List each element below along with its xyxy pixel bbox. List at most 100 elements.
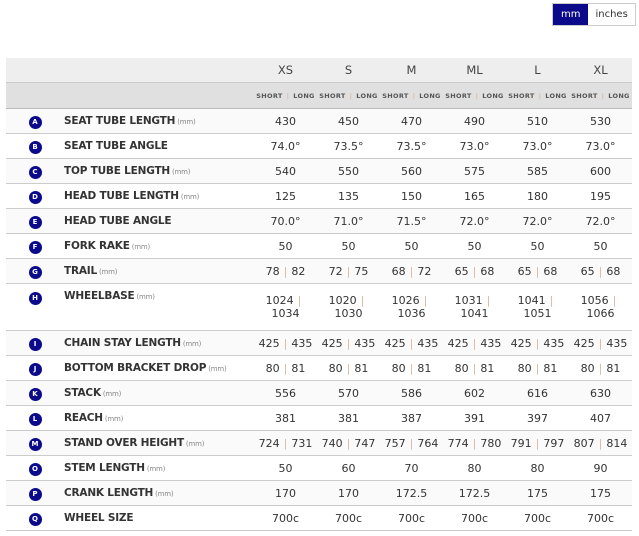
- size-header: S: [317, 58, 380, 83]
- long-value: 797: [543, 436, 565, 450]
- value-cell: 425 | 435: [254, 331, 317, 356]
- long-label: LONG: [608, 91, 630, 100]
- long-value: 435: [354, 336, 376, 350]
- row-unit: (mm): [177, 118, 196, 126]
- short-value: 78: [265, 264, 280, 278]
- long-label: LONG: [482, 91, 504, 100]
- separator: |: [286, 91, 290, 100]
- unit-toggle[interactable]: mm inches: [552, 3, 636, 26]
- short-value: 724: [258, 436, 280, 450]
- long-value: 81: [543, 361, 558, 375]
- value: 397: [527, 411, 548, 425]
- short-value: 1041: [517, 294, 546, 307]
- value: 71.0°: [333, 214, 364, 228]
- value: 560: [401, 164, 422, 178]
- short-long-header: SHORT | LONG: [506, 82, 569, 109]
- row-unit: (mm): [182, 340, 202, 348]
- separator: |: [409, 264, 414, 278]
- long-value: 1036: [397, 307, 426, 320]
- value: 180: [527, 189, 548, 203]
- value: 71.5°: [396, 214, 427, 228]
- row-label-text: BOTTOM BRACKET DROP: [64, 362, 207, 374]
- value-cell: 80 | 81: [380, 356, 443, 381]
- row-label: WHEELBASE (mm): [64, 284, 254, 331]
- row-letter-badge: A: [28, 115, 42, 129]
- value-cell: 172.5: [443, 481, 506, 506]
- empty-header: [6, 58, 64, 83]
- separator: |: [535, 436, 540, 450]
- row-unit: (mm): [146, 465, 166, 473]
- table-row: K STACK (mm) 556 570 586 602 616 630: [6, 380, 632, 406]
- value: 700c: [523, 511, 552, 525]
- value-cell: 1031 | 1041: [443, 284, 506, 331]
- row-label-text: SEAT TUBE ANGLE: [64, 140, 168, 152]
- long-value: 435: [606, 336, 628, 350]
- geometry-table: XS S M ML L XL SHORT | LONG SHORT | LONG SHORT | LONG…: [6, 58, 632, 531]
- unit-inches-button[interactable]: inches: [595, 9, 628, 20]
- separator: |: [535, 336, 540, 350]
- row-label-text: WHEEL SIZE: [64, 512, 134, 524]
- row-label-text: WHEELBASE: [64, 290, 135, 302]
- table-row: Q WHEEL SIZE 700c 700c 700c 700c 700c 700c: [6, 506, 632, 531]
- row-letter-badge: D: [28, 190, 42, 204]
- short-value: 807: [573, 436, 595, 450]
- value: 80: [530, 461, 545, 475]
- separator: |: [549, 294, 554, 307]
- value-cell: 540: [254, 159, 317, 184]
- unit-mm-button[interactable]: mm: [553, 4, 589, 25]
- table-row: F FORK RAKE (mm) 50 50 50 50 50 50: [6, 234, 632, 259]
- value-cell: 50: [254, 234, 317, 259]
- value-cell: 1056 | 1066: [569, 284, 632, 331]
- value-cell: 425 | 435: [443, 331, 506, 356]
- value-cell: 65 | 68: [569, 259, 632, 284]
- short-label: SHORT: [382, 91, 409, 100]
- value-cell: 740 | 747: [317, 431, 380, 456]
- separator: |: [283, 336, 288, 350]
- value: 540: [275, 164, 296, 178]
- value-cell: 700c: [317, 506, 380, 531]
- long-value: 1030: [334, 307, 363, 320]
- value-cell: 724 | 731: [254, 431, 317, 456]
- value-cell: 80 | 81: [443, 356, 506, 381]
- value: 74.0°: [270, 139, 301, 153]
- separator: |: [409, 436, 414, 450]
- value-cell: 150: [380, 184, 443, 209]
- row-letter-badge: P: [28, 487, 42, 501]
- short-long-header: SHORT | LONG: [443, 82, 506, 109]
- value-cell: 50: [254, 456, 317, 481]
- short-value: 80: [391, 361, 406, 375]
- value: 550: [338, 164, 359, 178]
- separator: |: [283, 361, 288, 375]
- row-label-text: CHAIN STAY LENGTH: [64, 337, 181, 349]
- value: 73.5°: [333, 139, 364, 153]
- value: 72.0°: [585, 214, 616, 228]
- value: 616: [527, 386, 548, 400]
- row-label-text: TRAIL: [64, 265, 97, 277]
- value-cell: 175: [569, 481, 632, 506]
- row-unit: (mm): [98, 268, 118, 276]
- value-cell: 556: [254, 381, 317, 406]
- separator: |: [297, 294, 302, 307]
- value: 381: [275, 411, 296, 425]
- value: 70: [404, 461, 419, 475]
- separator: |: [486, 294, 491, 307]
- value-cell: 570: [317, 381, 380, 406]
- badge-cell: I: [6, 331, 64, 356]
- table-row: A SEAT TUBE LENGTH (mm) 430 450 470 490 510 530: [6, 108, 632, 134]
- row-label: SEAT TUBE ANGLE: [64, 134, 254, 159]
- badge-cell: K: [6, 381, 64, 406]
- value: 50: [404, 239, 419, 253]
- badge-cell: O: [6, 456, 64, 481]
- value: 72.0°: [459, 214, 490, 228]
- table-row: B SEAT TUBE ANGLE 74.0° 73.5° 73.5° 73.0° 73.0…: [6, 134, 632, 159]
- value-cell: 1024 | 1034: [254, 284, 317, 331]
- size-header: L: [506, 58, 569, 83]
- row-unit: (mm): [131, 243, 151, 251]
- value: 630: [590, 386, 611, 400]
- value-cell: 71.0°: [317, 209, 380, 234]
- value: 50: [278, 239, 293, 253]
- row-letter-badge: M: [28, 437, 42, 451]
- long-label: LONG: [545, 91, 567, 100]
- row-unit: (mm): [208, 365, 227, 373]
- badge-cell: B: [6, 134, 64, 159]
